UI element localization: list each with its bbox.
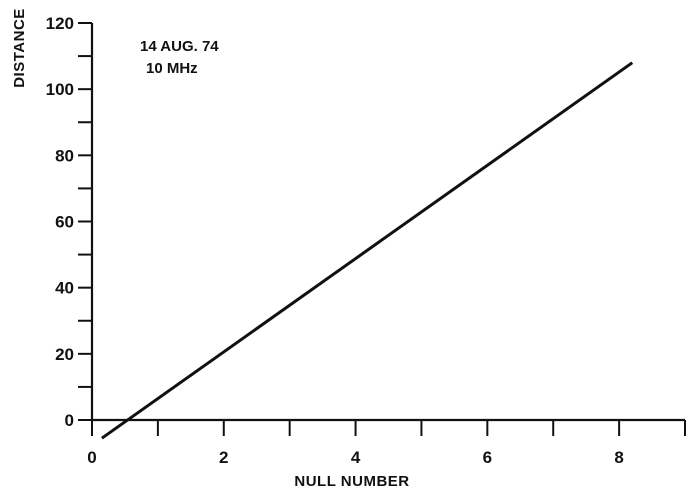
x-tick-label: 8 [614,448,623,467]
series-line [101,61,634,440]
x-tick-label: 2 [219,448,228,467]
y-tick-label: 120 [46,14,74,33]
y-tick-label: 100 [46,80,74,99]
annotation-date: 14 AUG. 74 [140,38,219,55]
series [101,61,634,440]
x-tick-label: 6 [483,448,492,467]
x-axis-title: NULL NUMBER [294,473,409,490]
y-tick-label: 0 [65,411,74,430]
axes [90,23,685,422]
y-tick-label: 80 [55,146,74,165]
y-tick-label: 60 [55,213,74,232]
y-tick-label: 20 [55,345,74,364]
x-tick-label: 4 [351,448,361,467]
ticks: 0 20 40 60 80 100 120 0 2 4 6 8 [46,14,686,467]
x-tick-label: 0 [87,448,96,467]
y-axis-title: DISTANCE [11,8,28,88]
y-tick-label: 40 [55,279,74,298]
annotation-frequency: 10 MHz [146,60,198,77]
